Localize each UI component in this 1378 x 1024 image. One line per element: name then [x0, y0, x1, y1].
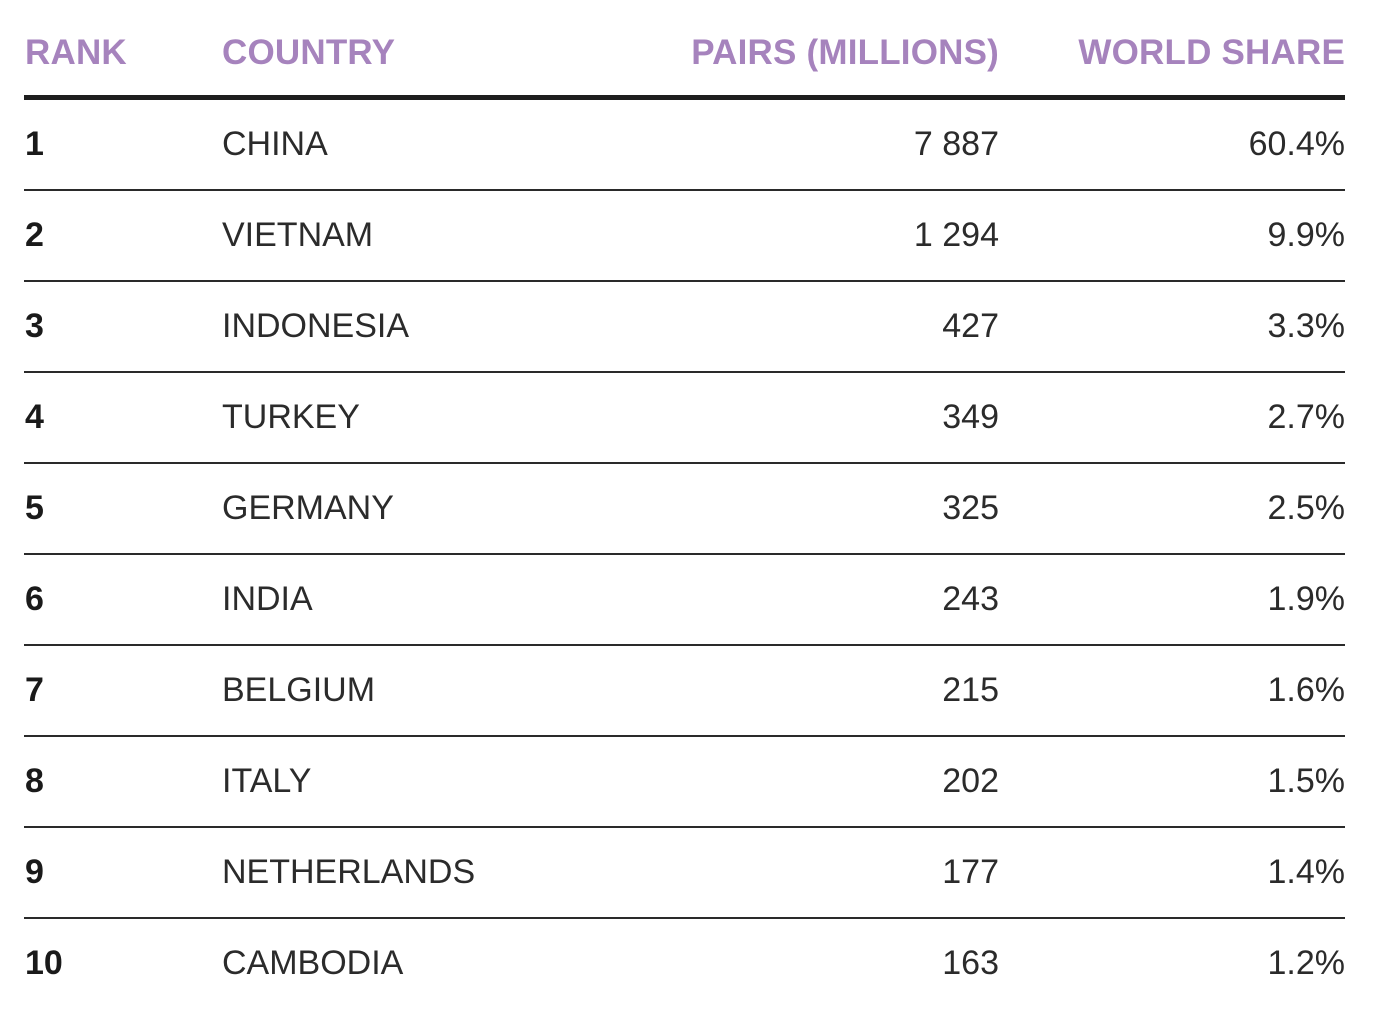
table-row: 1 CHINA 7 887 60.4% — [24, 100, 1345, 191]
rank-cell: 1 — [25, 125, 44, 163]
rank-cell: 8 — [25, 762, 44, 800]
table-row: 3 INDONESIA 427 3.3% — [24, 282, 1345, 373]
pairs-cell: 215 — [942, 671, 999, 709]
world-share-cell: 1.9% — [1267, 580, 1346, 618]
rank-cell: 3 — [25, 307, 44, 345]
table-row: 7 BELGIUM 215 1.6% — [24, 646, 1345, 737]
pairs-cell: 349 — [942, 398, 999, 436]
header-country: COUNTRY — [222, 33, 396, 72]
table-row: 8 ITALY 202 1.5% — [24, 737, 1345, 828]
country-cell: VIETNAM — [222, 216, 374, 254]
country-cell: BELGIUM — [222, 671, 376, 709]
country-cell: GERMANY — [222, 489, 394, 527]
rank-cell: 7 — [25, 671, 44, 709]
pairs-cell: 163 — [942, 944, 999, 982]
pairs-cell: 243 — [942, 580, 999, 618]
pairs-cell: 1 294 — [913, 216, 999, 254]
country-cell: CAMBODIA — [222, 944, 404, 982]
table-header-row: RANK COUNTRY PAIRS (MILLIONS) WORLD SHAR… — [24, 0, 1345, 100]
world-share-cell: 60.4% — [1248, 125, 1345, 163]
country-cell: NETHERLANDS — [222, 853, 476, 891]
country-cell: INDIA — [222, 580, 313, 618]
world-share-cell: 3.3% — [1267, 307, 1346, 345]
world-share-cell: 1.2% — [1267, 944, 1346, 982]
rank-cell: 5 — [25, 489, 44, 527]
footwear-production-table: RANK COUNTRY PAIRS (MILLIONS) WORLD SHAR… — [24, 0, 1345, 1010]
rank-cell: 10 — [25, 944, 63, 982]
rank-cell: 2 — [25, 216, 44, 254]
country-cell: CHINA — [222, 125, 328, 163]
table-row: 6 INDIA 243 1.9% — [24, 555, 1345, 646]
world-share-cell: 1.5% — [1267, 762, 1346, 800]
pairs-cell: 177 — [942, 853, 999, 891]
rank-cell: 9 — [25, 853, 44, 891]
pairs-cell: 202 — [942, 762, 999, 800]
table-row: 2 VIETNAM 1 294 9.9% — [24, 191, 1345, 282]
pairs-cell: 325 — [942, 489, 999, 527]
header-pairs: PAIRS (MILLIONS) — [691, 33, 999, 72]
rank-cell: 4 — [25, 398, 44, 436]
table-body: 1 CHINA 7 887 60.4% 2 VIETNAM 1 294 9.9% 3 INDONE… — [24, 100, 1345, 1010]
world-share-cell: 1.4% — [1267, 853, 1346, 891]
country-cell: INDONESIA — [222, 307, 410, 345]
header-world-share: WORLD SHARE — [1078, 33, 1345, 72]
pairs-cell: 7 887 — [913, 125, 999, 163]
world-share-cell: 2.7% — [1267, 398, 1346, 436]
table-row: 10 CAMBODIA 163 1.2% — [24, 919, 1345, 1010]
country-cell: TURKEY — [222, 398, 360, 436]
table-row: 9 NETHERLANDS 177 1.4% — [24, 828, 1345, 919]
table-row: 4 TURKEY 349 2.7% — [24, 373, 1345, 464]
rank-cell: 6 — [25, 580, 44, 618]
table-row: 5 GERMANY 325 2.5% — [24, 464, 1345, 555]
country-cell: ITALY — [222, 762, 312, 800]
pairs-cell: 427 — [942, 307, 999, 345]
world-share-cell: 1.6% — [1267, 671, 1346, 709]
world-share-cell: 2.5% — [1267, 489, 1346, 527]
header-rank: RANK — [25, 33, 127, 72]
world-share-cell: 9.9% — [1267, 216, 1346, 254]
